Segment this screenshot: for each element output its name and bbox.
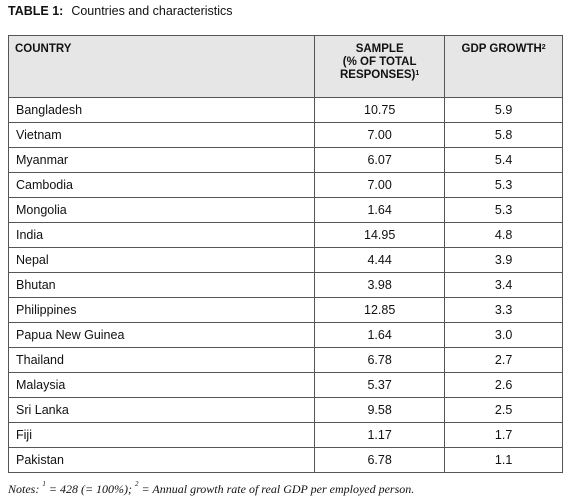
numeric-cell: 10.75	[314, 97, 446, 123]
numeric-cell: 6.07	[314, 147, 446, 173]
numeric-cell: 5.3	[444, 172, 563, 198]
numeric-cell: 3.3	[444, 297, 563, 323]
numeric-cell: 7.00	[314, 122, 446, 148]
table-row: Papua New Guinea 1.64 3.0	[7, 322, 563, 348]
country-cell: Pakistan	[7, 447, 316, 473]
country-cell: Cambodia	[7, 172, 316, 198]
numeric-cell: 1.1	[444, 447, 563, 473]
country-cell: Fiji	[7, 422, 316, 448]
table-row: Nepal 4.44 3.9	[7, 247, 563, 273]
numeric-cell: 2.7	[444, 347, 563, 373]
header-line: RESPONSES)	[339, 69, 416, 81]
table-row: Thailand 6.78 2.7	[7, 347, 563, 373]
numeric-cell: 1.7	[444, 422, 563, 448]
numeric-cell: 12.85	[314, 297, 446, 323]
numeric-cell: 4.8	[444, 222, 563, 248]
header-line: GDP GROWTH	[461, 43, 542, 55]
table-row: India 14.95 4.8	[7, 222, 563, 248]
table-row: Vietnam 7.00 5.8	[7, 122, 563, 148]
numeric-cell: 5.3	[444, 197, 563, 223]
table-row: Pakistan 6.78 1.1	[7, 447, 563, 473]
country-cell: Malaysia	[7, 372, 316, 398]
numeric-cell: 1.64	[314, 322, 446, 348]
numeric-cell: 2.6	[444, 372, 563, 398]
numeric-cell: 5.37	[314, 372, 446, 398]
numeric-cell: 3.4	[444, 272, 563, 298]
country-cell: Bhutan	[7, 272, 316, 298]
footnote-mark: 2	[541, 44, 546, 51]
numeric-cell: 9.58	[314, 397, 446, 423]
country-cell: Bangladesh	[7, 97, 316, 123]
table-row: Bangladesh 10.75 5.9	[7, 97, 563, 123]
country-cell: Philippines	[7, 297, 316, 323]
numeric-cell: 5.9	[444, 97, 563, 123]
table-row: Myanmar 6.07 5.4	[7, 147, 563, 173]
table-row: Mongolia 1.64 5.3	[7, 197, 563, 223]
table-row: Bhutan 3.98 3.4	[7, 272, 563, 298]
country-cell: Mongolia	[7, 197, 316, 223]
numeric-cell: 6.78	[314, 447, 446, 473]
country-cell: Sri Lanka	[7, 397, 316, 423]
footnote-mark: 2	[135, 480, 139, 488]
table-row: Malaysia 5.37 2.6	[7, 372, 563, 398]
country-cell: Thailand	[7, 347, 316, 373]
country-cell: Myanmar	[7, 147, 316, 173]
country-cell: Vietnam	[7, 122, 316, 148]
numeric-cell: 5.8	[444, 122, 563, 148]
data-table: COUNTRY SAMPLE (% OF TOTAL RESPONSES)1 GDP G…	[7, 35, 563, 473]
footnote-mark: 1	[42, 480, 46, 488]
notes: Notes: 1 = 428 (= 100%); 2 = Annual grow…	[8, 480, 415, 497]
caption-label: TABLE 1:	[8, 4, 64, 18]
country-cell: Nepal	[7, 247, 316, 273]
header-row: COUNTRY SAMPLE (% OF TOTAL RESPONSES)1 GDP G…	[7, 35, 563, 98]
country-cell: India	[7, 222, 316, 248]
numeric-cell: 1.64	[314, 197, 446, 223]
numeric-cell: 6.78	[314, 347, 446, 373]
numeric-cell: 2.5	[444, 397, 563, 423]
numeric-cell: 3.9	[444, 247, 563, 273]
numeric-cell: 4.44	[314, 247, 446, 273]
country-cell: Papua New Guinea	[7, 322, 316, 348]
column-header: COUNTRY	[7, 35, 316, 98]
table-row: Sri Lanka 9.58 2.5	[7, 397, 563, 423]
numeric-cell: 3.0	[444, 322, 563, 348]
table-body: Bangladesh 10.75 5.9 Vietnam 7.00 5.8 Myanmar 6…	[7, 97, 563, 473]
column-header: GDP GROWTH2	[444, 35, 563, 98]
numeric-cell: 3.98	[314, 272, 446, 298]
table-row: Philippines 12.85 3.3	[7, 297, 563, 323]
numeric-cell: 14.95	[314, 222, 446, 248]
table-caption: TABLE 1: Countries and characteristics	[8, 4, 233, 18]
notes-label: Notes:	[8, 482, 40, 496]
note-text: = 428 (= 100%);	[48, 482, 133, 496]
numeric-cell: 1.17	[314, 422, 446, 448]
header-line: COUNTRY	[15, 43, 72, 55]
numeric-cell: 5.4	[444, 147, 563, 173]
footnote-mark: 1	[415, 70, 420, 77]
column-header: SAMPLE (% OF TOTAL RESPONSES)1	[314, 35, 446, 98]
header-line: SAMPLE	[355, 43, 404, 55]
numeric-cell: 7.00	[314, 172, 446, 198]
header-line: (% OF TOTAL	[342, 56, 417, 68]
note-text: = Annual growth rate of real GDP per emp…	[141, 482, 415, 496]
table-row: Cambodia 7.00 5.3	[7, 172, 563, 198]
caption-text: Countries and characteristics	[71, 4, 233, 18]
table-row: Fiji 1.17 1.7	[7, 422, 563, 448]
